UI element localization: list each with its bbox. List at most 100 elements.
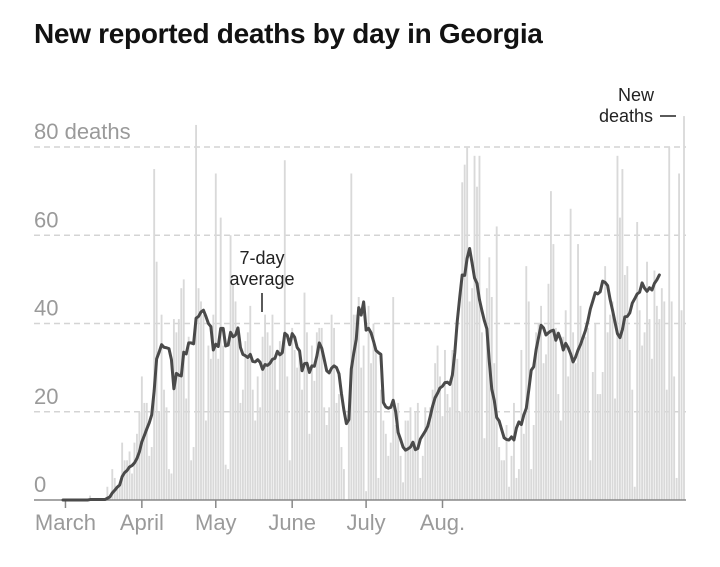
deaths-bar — [389, 442, 392, 500]
deaths-bar — [584, 336, 587, 500]
deaths-bar — [357, 297, 360, 500]
bars-annotation-line2: deaths — [599, 106, 653, 126]
deaths-bar — [200, 301, 202, 500]
deaths-bar — [545, 354, 547, 500]
y-tick-label: 60 — [34, 207, 58, 232]
deaths-bar — [136, 433, 138, 500]
deaths-bar — [655, 305, 658, 500]
deaths-bar — [303, 292, 306, 500]
deaths-bar — [365, 491, 368, 500]
deaths-bar — [118, 482, 121, 500]
y-tick-label: 40 — [34, 296, 58, 321]
deaths-bar — [377, 477, 380, 500]
deaths-bar — [372, 323, 375, 500]
deaths-bar — [471, 288, 473, 500]
deaths-bar — [670, 301, 673, 500]
deaths-bar — [244, 341, 247, 500]
deaths-bar — [589, 460, 592, 500]
deaths-bar — [463, 164, 466, 500]
deaths-bar — [416, 402, 419, 500]
deaths-bar — [306, 332, 308, 500]
deaths-bar — [456, 358, 459, 500]
deaths-bar — [633, 486, 636, 500]
x-tick-label: June — [268, 510, 316, 535]
deaths-bar — [251, 389, 254, 500]
deaths-bar — [466, 147, 469, 500]
x-tick-label: May — [195, 510, 237, 535]
deaths-bar — [195, 124, 197, 500]
deaths-bar — [510, 455, 513, 501]
deaths-bar — [288, 460, 291, 500]
deaths-bar — [323, 407, 326, 500]
deaths-bar — [631, 389, 634, 500]
deaths-bar — [310, 345, 313, 500]
deaths-bar — [355, 314, 358, 500]
deaths-bar — [362, 345, 365, 500]
deaths-bar — [192, 447, 195, 500]
deaths-bar — [340, 447, 343, 500]
deaths-bar — [269, 345, 271, 500]
deaths-bar — [313, 380, 316, 500]
deaths-bar — [239, 402, 242, 500]
deaths-bar — [116, 486, 119, 500]
deaths-bar — [384, 433, 387, 500]
deaths-bar — [187, 336, 190, 500]
deaths-bar — [259, 407, 262, 500]
deaths-bar — [500, 460, 503, 500]
deaths-bar — [392, 297, 395, 500]
deaths-bar — [658, 319, 661, 500]
deaths-bar — [503, 460, 506, 500]
deaths-bar — [89, 495, 92, 500]
deaths-bar — [111, 469, 114, 500]
deaths-bar — [133, 442, 136, 500]
deaths-bar — [232, 283, 234, 500]
deaths-bar — [404, 420, 407, 500]
deaths-bar — [439, 376, 441, 500]
deaths-bar — [234, 301, 237, 500]
deaths-bar — [153, 169, 156, 500]
deaths-bar — [675, 477, 678, 500]
deaths-bar — [424, 407, 427, 500]
deaths-bar — [431, 389, 434, 500]
deaths-bar — [246, 332, 249, 500]
deaths-bar — [429, 407, 432, 500]
deaths-bar — [264, 314, 266, 500]
deaths-bar — [626, 266, 629, 500]
deaths-bar — [163, 389, 165, 500]
deaths-bar — [591, 372, 594, 500]
deaths-bar — [448, 407, 451, 500]
deaths-bar — [577, 244, 579, 500]
deaths-bar — [301, 389, 303, 500]
deaths-bar — [550, 191, 552, 501]
deaths-bar — [145, 402, 148, 500]
deaths-bar — [557, 394, 560, 500]
deaths-bar — [382, 420, 385, 500]
deaths-bar — [402, 482, 404, 500]
deaths-bar — [453, 345, 456, 500]
deaths-bar — [478, 155, 481, 500]
deaths-bar — [586, 327, 589, 500]
deaths-bar — [495, 226, 498, 500]
deaths-bar — [436, 345, 439, 500]
deaths-bar — [522, 433, 525, 500]
deaths-bar — [517, 469, 520, 500]
deaths-bar — [274, 358, 276, 500]
deaths-bar — [582, 341, 584, 500]
deaths-bar — [308, 433, 311, 500]
deaths-bar — [665, 389, 668, 500]
deaths-bar — [394, 424, 397, 500]
deaths-bar — [547, 283, 550, 500]
deaths-bar — [160, 314, 163, 500]
deaths-bar — [293, 349, 296, 500]
deaths-bar — [407, 420, 409, 500]
deaths-bar — [481, 332, 483, 500]
deaths-bar — [476, 186, 478, 500]
deaths-bar — [209, 358, 212, 500]
deaths-bar — [256, 376, 259, 500]
deaths-bar — [574, 363, 577, 500]
deaths-bar — [325, 424, 328, 500]
deaths-bar — [643, 332, 646, 500]
x-tick-label: March — [35, 510, 96, 535]
deaths-bar — [421, 455, 424, 501]
deaths-bar — [599, 394, 602, 500]
